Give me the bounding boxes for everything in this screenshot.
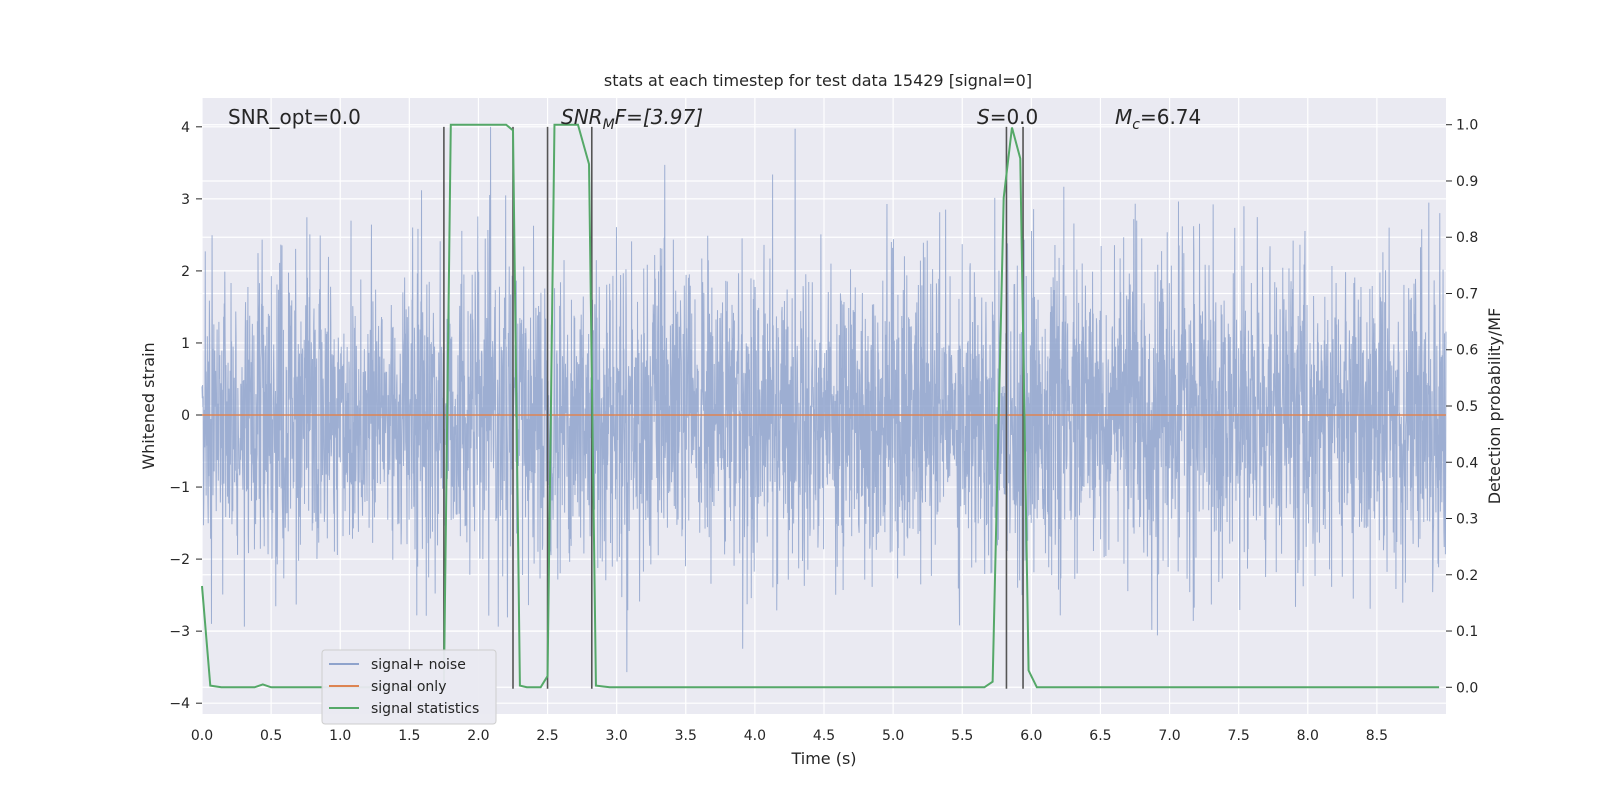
y-left-tick-label: 0 [181,408,190,424]
legend-label-signal: signal only [371,679,446,695]
y-axis-left-label: Whitened strain [139,342,158,469]
annotation-snr-mf-sub: M [603,117,615,133]
y-right-tick-label: 0.8 [1456,230,1478,246]
y-axis-right-label: Detection probability/MF [1485,308,1504,505]
legend-label-noise: signal+ noise [371,657,466,673]
y-right-tick-label: 0.0 [1456,680,1478,696]
y-right-tick-label: 0.6 [1456,343,1478,359]
y-right-tick-label: 0.9 [1456,174,1478,190]
y-left-tick-label: −1 [169,480,190,496]
x-axis-ticks: 0.0 0.5 1.0 1.5 2.0 2.5 3.0 3.5 4.0 4.5 5.0 5.5 6.0 6… [191,728,1388,744]
y-left-tick-label: −3 [169,624,190,640]
x-tick-label: 4.0 [744,728,766,744]
legend: signal+ noise signal only signal statist… [321,649,497,725]
x-tick-label: 1.0 [329,728,351,744]
legend-label-statistics: signal statistics [371,701,479,717]
x-tick-label: 3.5 [675,728,697,744]
x-tick-label: 5.0 [882,728,904,744]
annotation-s-main: S [977,105,990,129]
x-tick-label: 5.5 [951,728,973,744]
x-tick-label: 2.5 [536,728,558,744]
x-axis-label: Time (s) [790,749,856,768]
x-tick-label: 8.0 [1297,728,1319,744]
annotation-snr-mf-main: SNR [561,105,603,129]
x-tick-label: 7.0 [1158,728,1180,744]
signal-noise-series [201,126,1447,673]
legend-box [321,649,497,725]
annotation-snr-mf-rest: F=[3.97] [615,105,703,129]
x-tick-label: 2.0 [467,728,489,744]
x-tick-label: 6.5 [1089,728,1111,744]
annotation-snr-mf: SNRMF=[3.97] [561,105,703,133]
y-right-tick-label: 0.1 [1456,624,1478,640]
x-tick-label: 1.5 [398,728,420,744]
annotation-snr-opt: SNR_opt=0.0 [228,105,361,129]
signal-statistics-line [201,123,1440,689]
chart-title: stats at each timestep for test data 154… [604,71,1032,90]
annotation-s-rest: =0.0 [990,105,1039,129]
annotation-s: S=0.0 [977,105,1038,129]
signal-statistics-series [201,123,1440,689]
y-right-tick-label: 0.7 [1456,286,1478,302]
noise-line [201,126,1447,673]
x-tick-label: 8.5 [1366,728,1388,744]
y-axis-left-ticks: −4 −3 −2 −1 0 1 2 3 4 [169,120,202,712]
y-left-tick-label: −2 [169,552,190,568]
annotation-mc: Mc=6.74 [1115,105,1201,133]
y-left-tick-label: −4 [169,696,190,712]
x-tick-label: 4.5 [813,728,835,744]
y-left-tick-label: 1 [181,336,190,352]
x-tick-label: 0.5 [260,728,282,744]
y-right-tick-label: 0.5 [1456,399,1478,415]
annotation-mc-rest: =6.74 [1140,105,1201,129]
x-tick-label: 7.5 [1228,728,1250,744]
x-tick-label: 3.0 [606,728,628,744]
y-left-tick-label: 2 [181,264,190,280]
x-tick-label: 6.0 [1020,728,1042,744]
y-right-tick-label: 0.3 [1456,512,1478,528]
annotation-mc-sub: c [1132,117,1140,133]
y-axis-right-ticks: 0.0 0.1 0.2 0.3 0.4 0.5 0.6 0.7 0.8 0.9 1.0 [1446,118,1478,696]
y-left-tick-label: 4 [181,120,190,136]
x-tick-label: 0.0 [191,728,213,744]
y-right-tick-label: 1.0 [1456,118,1478,134]
y-right-tick-label: 0.2 [1456,568,1478,584]
annotation-mc-main: M [1115,105,1132,129]
y-right-tick-label: 0.4 [1456,455,1478,471]
y-left-tick-label: 3 [181,192,190,208]
